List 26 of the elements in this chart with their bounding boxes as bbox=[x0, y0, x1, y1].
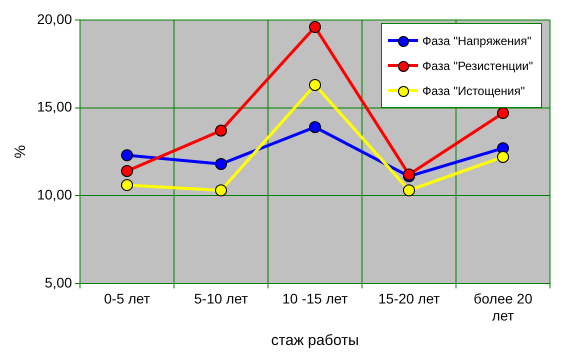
point bbox=[309, 121, 322, 134]
x-tick-label: 5-10 лет bbox=[194, 290, 249, 307]
point bbox=[497, 107, 510, 120]
x-tick-label: 15-20 лет bbox=[378, 290, 440, 307]
y-tick-label: 20,00 bbox=[36, 10, 72, 27]
point bbox=[121, 165, 134, 178]
point bbox=[215, 124, 228, 137]
point bbox=[497, 150, 510, 163]
legend-label: Фаза "Напряжения" bbox=[422, 34, 532, 48]
x-tick-label: более 20 лет bbox=[474, 290, 533, 324]
y-tick-label: 15,00 bbox=[36, 98, 72, 115]
point bbox=[403, 184, 416, 196]
x-tick-label: 10 -15 лет bbox=[282, 290, 348, 307]
point bbox=[215, 158, 228, 170]
y-axis-title: % bbox=[12, 145, 30, 158]
y-tick-label: 10,00 bbox=[36, 186, 72, 202]
x-tick-label: 0-5 лет bbox=[104, 290, 151, 307]
point bbox=[121, 149, 134, 162]
point bbox=[309, 78, 322, 91]
point bbox=[121, 179, 134, 192]
x-axis-title: стаж работы bbox=[271, 332, 359, 350]
point bbox=[309, 21, 322, 34]
legend-label: Фаза "Резистенции" bbox=[422, 58, 533, 72]
y-tick-label: 5,00 bbox=[44, 274, 72, 290]
legend-label: Фаза "Истощения" bbox=[422, 84, 525, 98]
point bbox=[215, 184, 228, 196]
